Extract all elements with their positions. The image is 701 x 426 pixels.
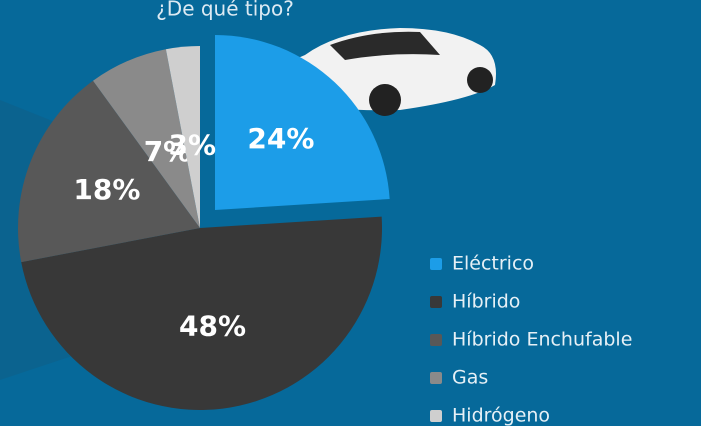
legend-swatch [430, 258, 442, 270]
legend-label: Hidrógeno [452, 405, 550, 426]
data-label: 3% [169, 128, 217, 161]
legend-swatch [430, 410, 442, 422]
legend-swatch [430, 372, 442, 384]
legend-label: Híbrido Enchufable [452, 329, 632, 351]
legend-swatch [430, 334, 442, 346]
data-label: 48% [179, 309, 246, 342]
data-label: 24% [247, 122, 314, 155]
legend-label: Eléctrico [452, 253, 534, 275]
data-label: 18% [73, 173, 140, 206]
legend-swatch [430, 296, 442, 308]
chart: ¿De qué tipo? 24%48%18%7%3%EléctricoHíbr… [0, 0, 701, 426]
legend-label: Híbrido [452, 291, 520, 313]
chart-title: ¿De qué tipo? [156, 0, 294, 21]
legend-label: Gas [452, 367, 488, 389]
